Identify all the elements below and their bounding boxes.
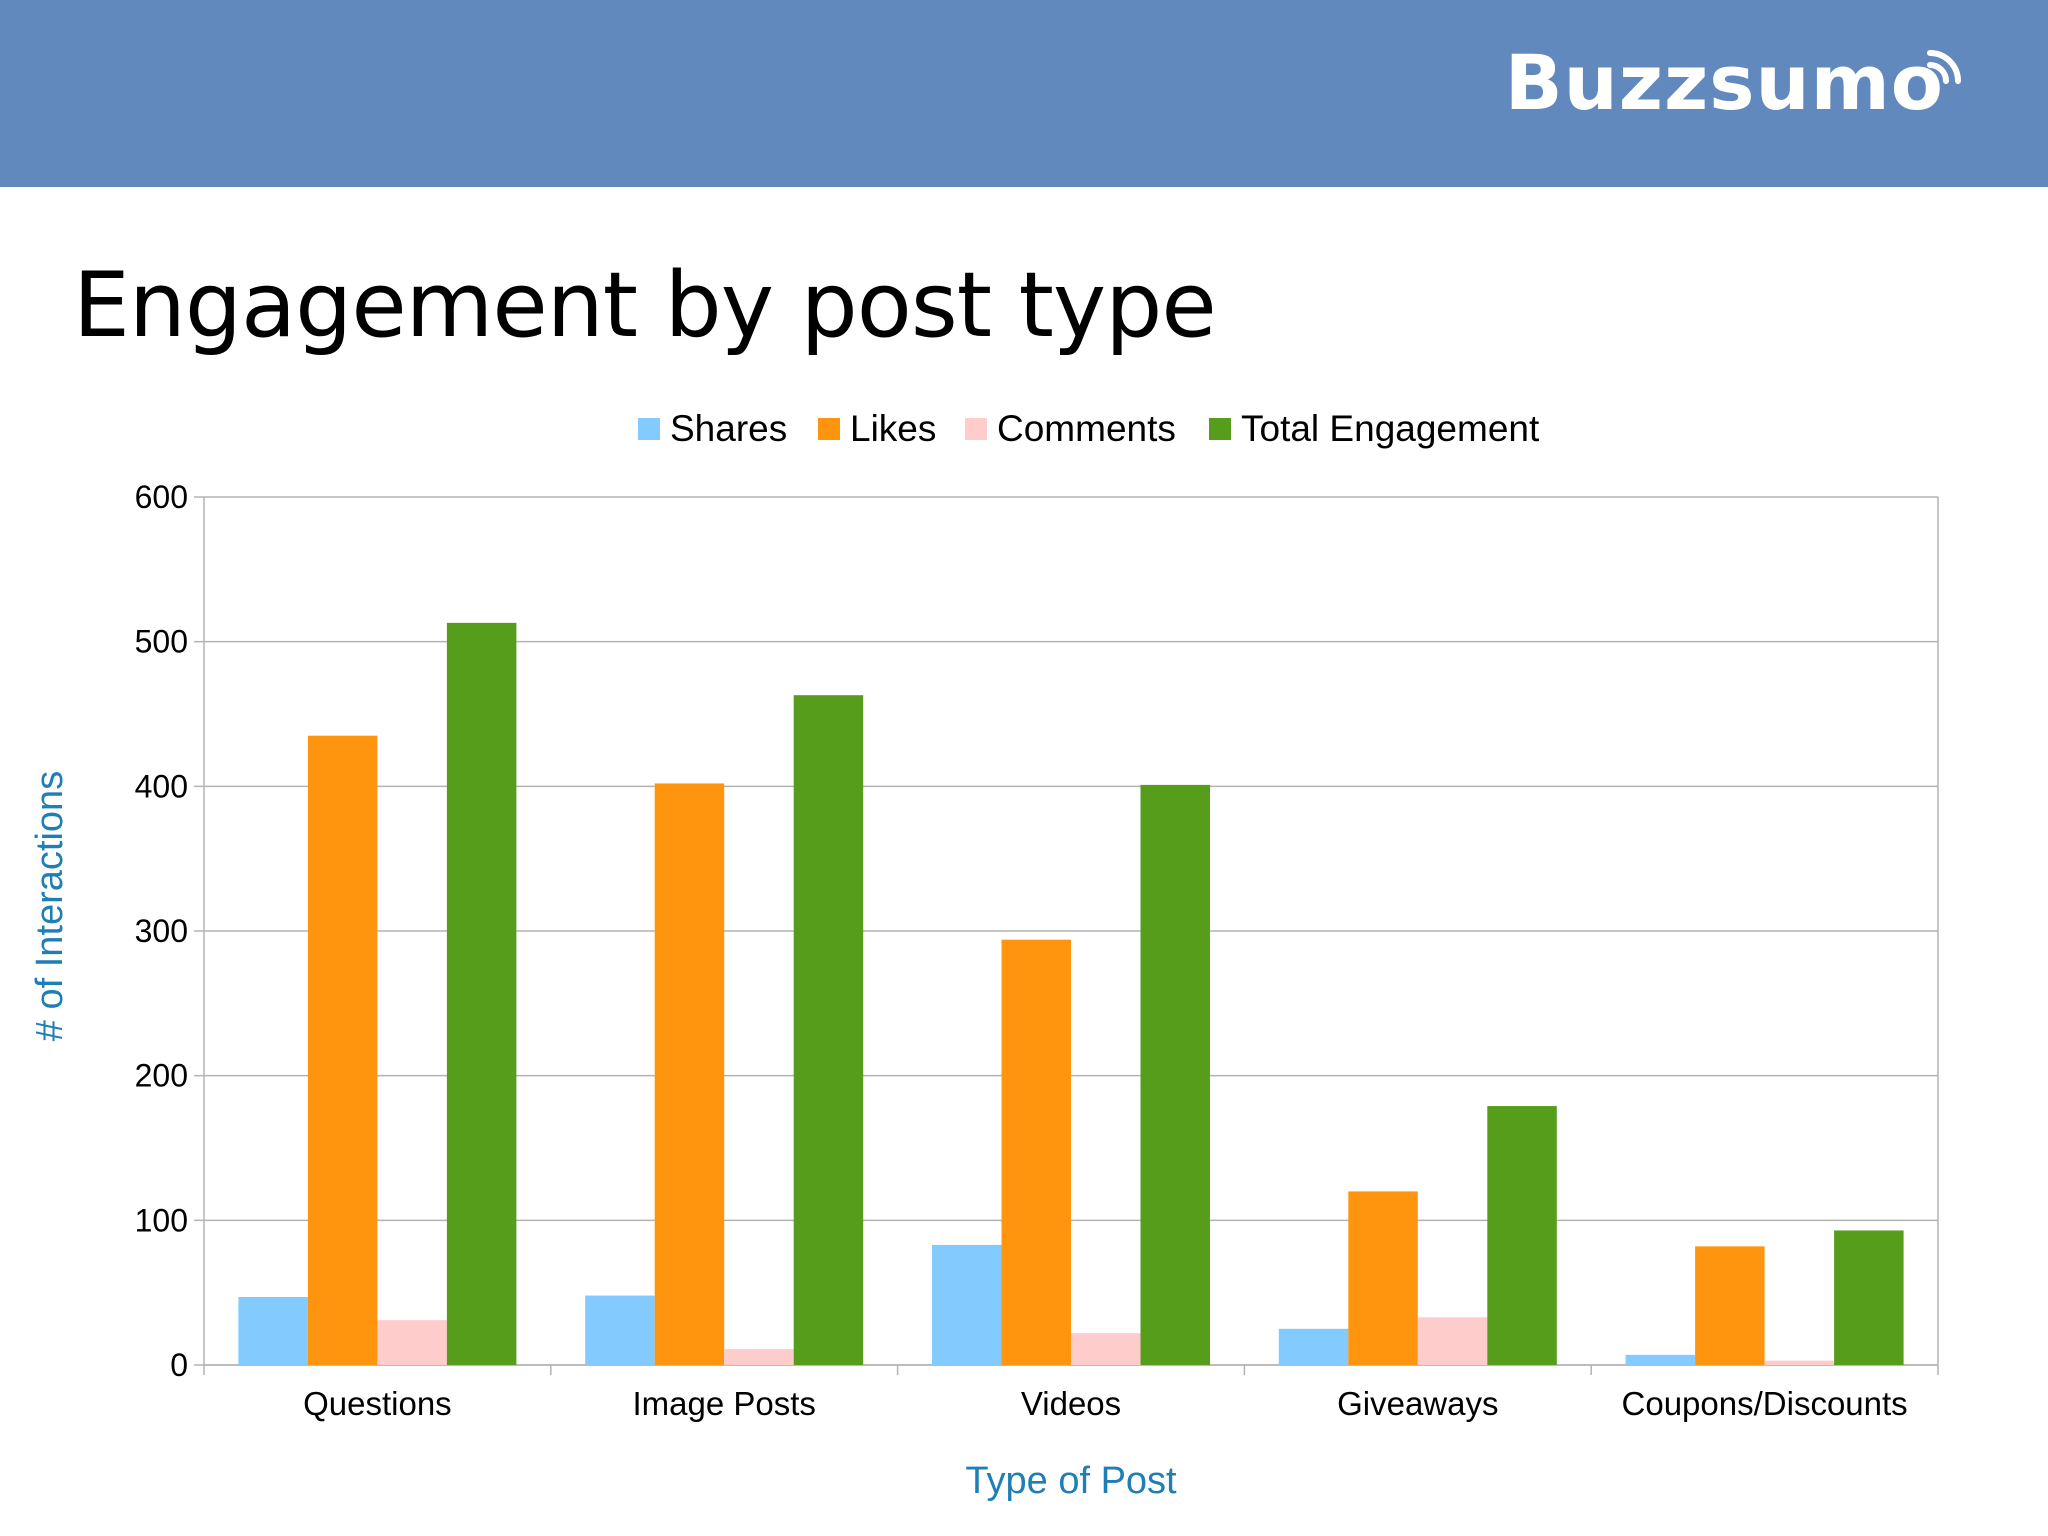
bar-shares [932, 1244, 1002, 1365]
bar-likes [1348, 1191, 1418, 1365]
x-tick-label: Questions [303, 1385, 452, 1422]
bar-likes [1001, 939, 1071, 1365]
legend-label-shares: Shares [670, 408, 787, 449]
x-tick-label: Videos [1021, 1385, 1121, 1422]
x-tick-label: Image Posts [632, 1385, 815, 1422]
legend-swatch-likes [818, 418, 840, 440]
brand-name: Buzzsumo [1504, 38, 1944, 127]
bar-comments [1764, 1360, 1835, 1365]
brand-logo: Buzzsumo [1505, 38, 1968, 127]
bar-shares [1625, 1354, 1696, 1365]
bar-likes [307, 735, 378, 1365]
x-axis-title: Type of Post [965, 1460, 1177, 1502]
y-tick-label: 300 [135, 913, 188, 949]
bar-comments [724, 1349, 794, 1365]
legend-label-comments: Comments [997, 408, 1176, 449]
legend-swatch-comments [965, 418, 987, 440]
x-tick-label: Coupons/Discounts [1622, 1385, 1908, 1422]
bar-total-engagement [1834, 1230, 1904, 1365]
bar-comments [1071, 1333, 1141, 1365]
legend-swatch-total-engagement [1209, 418, 1231, 440]
bar-likes [1695, 1246, 1765, 1365]
y-tick-label: 400 [135, 768, 188, 804]
header-bar: Buzzsumo [0, 0, 2048, 187]
legend-swatch-shares [638, 418, 660, 440]
bar-comments [1417, 1317, 1488, 1365]
y-tick-label: 0 [170, 1347, 188, 1383]
y-axis-title: # of Interactions [29, 771, 71, 1041]
y-tick-label: 500 [135, 624, 188, 660]
signal-waves-icon [1927, 49, 1961, 84]
legend-label-total-engagement: Total Engagement [1241, 408, 1540, 449]
bar-total-engagement [446, 622, 517, 1365]
y-tick-label: 100 [135, 1202, 188, 1238]
bar-total-engagement [1140, 784, 1210, 1365]
x-tick-label: Giveaways [1337, 1385, 1498, 1422]
bar-likes [654, 783, 725, 1365]
bar-shares [238, 1297, 308, 1365]
slide-title: Engagement by post type [73, 253, 1217, 358]
bar-shares [1278, 1328, 1349, 1365]
y-tick-label: 600 [135, 479, 188, 515]
y-tick-label: 200 [135, 1058, 188, 1094]
bar-total-engagement [793, 695, 864, 1365]
bar-shares [585, 1295, 655, 1365]
legend-label-likes: Likes [850, 408, 936, 449]
bar-comments [377, 1320, 447, 1365]
bar-total-engagement [1487, 1106, 1557, 1365]
